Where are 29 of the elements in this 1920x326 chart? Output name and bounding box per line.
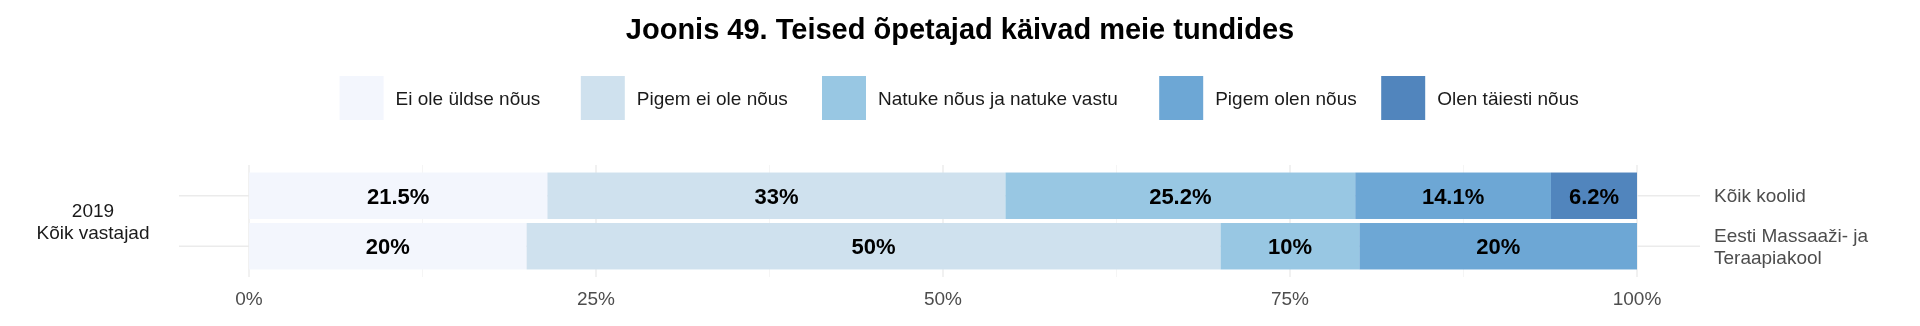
bar xyxy=(1359,223,1637,270)
y-tick-label: Eesti Massaaži- ja Teraapiakool xyxy=(1714,224,1869,268)
x-tick-label: 25% xyxy=(576,287,616,309)
bar xyxy=(1355,172,1551,219)
legend-label: Pigem ei ole nõus xyxy=(636,87,788,109)
x-tick-label: 100% xyxy=(1612,287,1662,309)
bar xyxy=(547,172,1006,219)
legend-label: Natuke nõus ja natuke vastu xyxy=(878,87,1118,109)
x-tick-label: 50% xyxy=(923,287,963,309)
data-label: 50% xyxy=(851,234,896,260)
data-label: 14.1% xyxy=(1421,183,1485,209)
x-tick-label: 75% xyxy=(1270,287,1310,309)
legend-label: Olen täiesti nõus xyxy=(1437,87,1579,109)
y-tick-label: Kõik koolid xyxy=(1714,185,1806,207)
data-label: 21.5% xyxy=(367,183,430,209)
data-label: 10% xyxy=(1267,234,1313,260)
chart-title: Joonis 49. Teised õpetajad käivad meie tundides xyxy=(625,13,1295,46)
data-label: 20% xyxy=(365,234,410,260)
data-label: 33% xyxy=(754,183,799,209)
legend-label: Pigem olen nõus xyxy=(1215,87,1357,109)
bar xyxy=(526,223,1221,270)
data-label: 25.2% xyxy=(1149,183,1212,209)
text: 2019 Kõik vastajad xyxy=(36,199,150,243)
bar xyxy=(1005,172,1356,219)
legend-label: Ei ole üldse nõus xyxy=(395,87,541,109)
data-label: 20% xyxy=(1476,234,1521,260)
data-label: 6.2% xyxy=(1568,183,1620,209)
x-tick-label: 0% xyxy=(235,287,263,309)
bar xyxy=(1220,223,1360,270)
